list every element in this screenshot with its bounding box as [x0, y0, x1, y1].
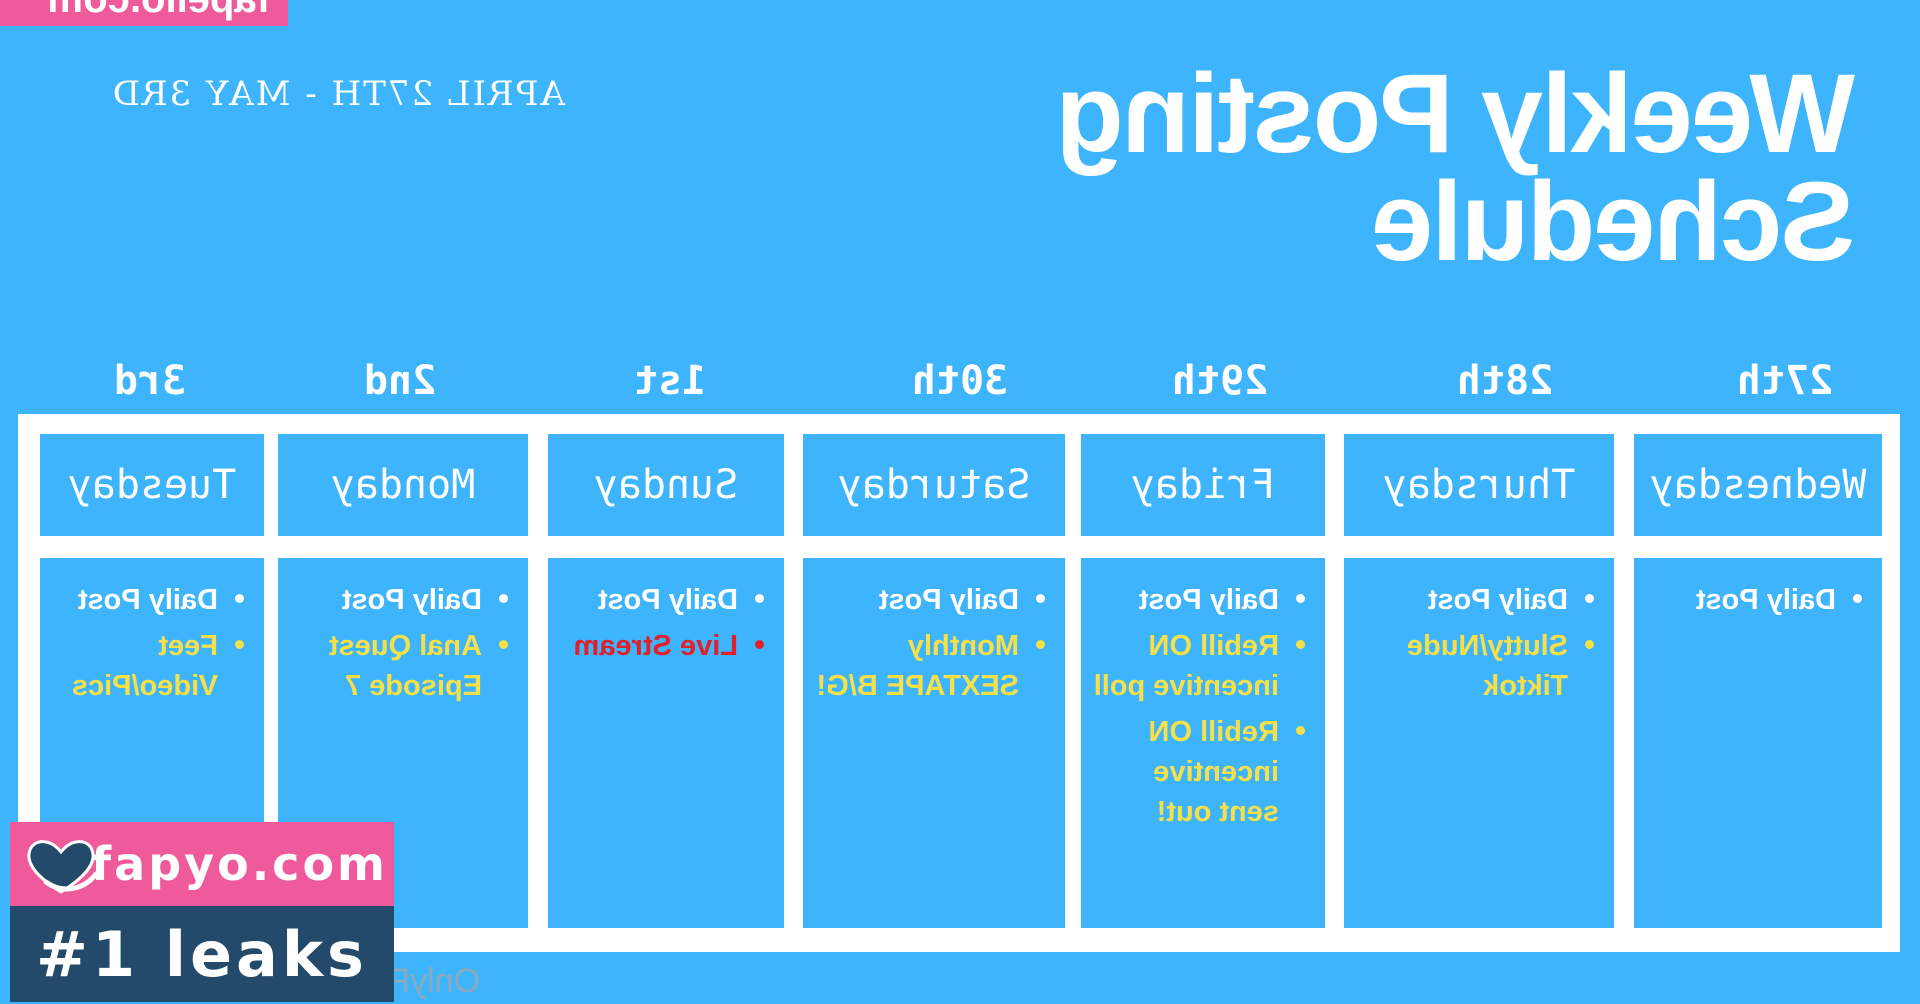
- date-label: 28th: [1456, 358, 1554, 404]
- day-header-saturday: Saturday: [803, 434, 1065, 536]
- schedule-item: Rebill ON incentive poll: [1091, 626, 1279, 706]
- date-label: 30th: [911, 358, 1009, 404]
- day-body-saturday: Daily Post Monthly SEXTAPE B/G!: [803, 558, 1065, 928]
- schedule-item: Rebill ON incentive sent out!: [1091, 712, 1279, 832]
- day-header-friday: Friday: [1081, 434, 1325, 536]
- schedule-item: Feet Video/Pics: [50, 626, 218, 706]
- day-header-sunday: Sunday: [548, 434, 784, 536]
- day-body-sunday: Daily Post Live Stream: [548, 558, 784, 928]
- date-row: 27th 28th 29th 30th 1st 2nd 3rd: [0, 358, 1920, 418]
- day-header-wednesday: Wednesday: [1634, 434, 1882, 536]
- schedule-item: Daily Post: [1354, 580, 1568, 620]
- schedule-item: Slutty/Nude Tiktok: [1354, 626, 1568, 706]
- date-range: APRIL 27TH - MAY 3RD: [110, 74, 565, 114]
- schedule-item: Daily Post: [558, 580, 738, 620]
- day-header-thursday: Thursday: [1344, 434, 1614, 536]
- day-header-tuesday: Tuesday: [40, 434, 264, 536]
- schedule-item: Daily Post: [288, 580, 482, 620]
- heart-logo-icon: [27, 840, 99, 894]
- day-body-friday: Daily Post Rebill ON incentive poll Rebi…: [1081, 558, 1325, 928]
- day-body-thursday: Daily Post Slutty/Nude Tiktok: [1344, 558, 1614, 928]
- schedule-item: Live Stream: [558, 626, 738, 666]
- schedule-title: Weekly Posting Schedule: [1057, 51, 1855, 284]
- top-watermark: fapello.com: [0, 0, 288, 26]
- date-label: 27th: [1736, 358, 1834, 404]
- date-label: 29th: [1171, 358, 1269, 404]
- fapyo-site-label: fapyo.com: [91, 837, 388, 891]
- schedule-item: Daily Post: [1644, 580, 1836, 620]
- schedule-item: Daily Post: [50, 580, 218, 620]
- date-label: 3rd: [113, 358, 187, 404]
- day-body-wednesday: Daily Post: [1634, 558, 1882, 928]
- date-label: 1st: [633, 358, 707, 404]
- schedule-item: Anal Quest Episode 7: [288, 626, 482, 706]
- date-label: 2nd: [363, 358, 437, 404]
- fapyo-badge[interactable]: fapyo.com: [10, 822, 394, 906]
- schedule-item: Monthly SEXTAPE B/G!: [813, 626, 1020, 706]
- leaks-badge[interactable]: #1 leaks: [10, 906, 394, 1002]
- day-header-monday: Monday: [278, 434, 528, 536]
- schedule-item: Daily Post: [813, 580, 1019, 620]
- schedule-item: Daily Post: [1091, 580, 1279, 620]
